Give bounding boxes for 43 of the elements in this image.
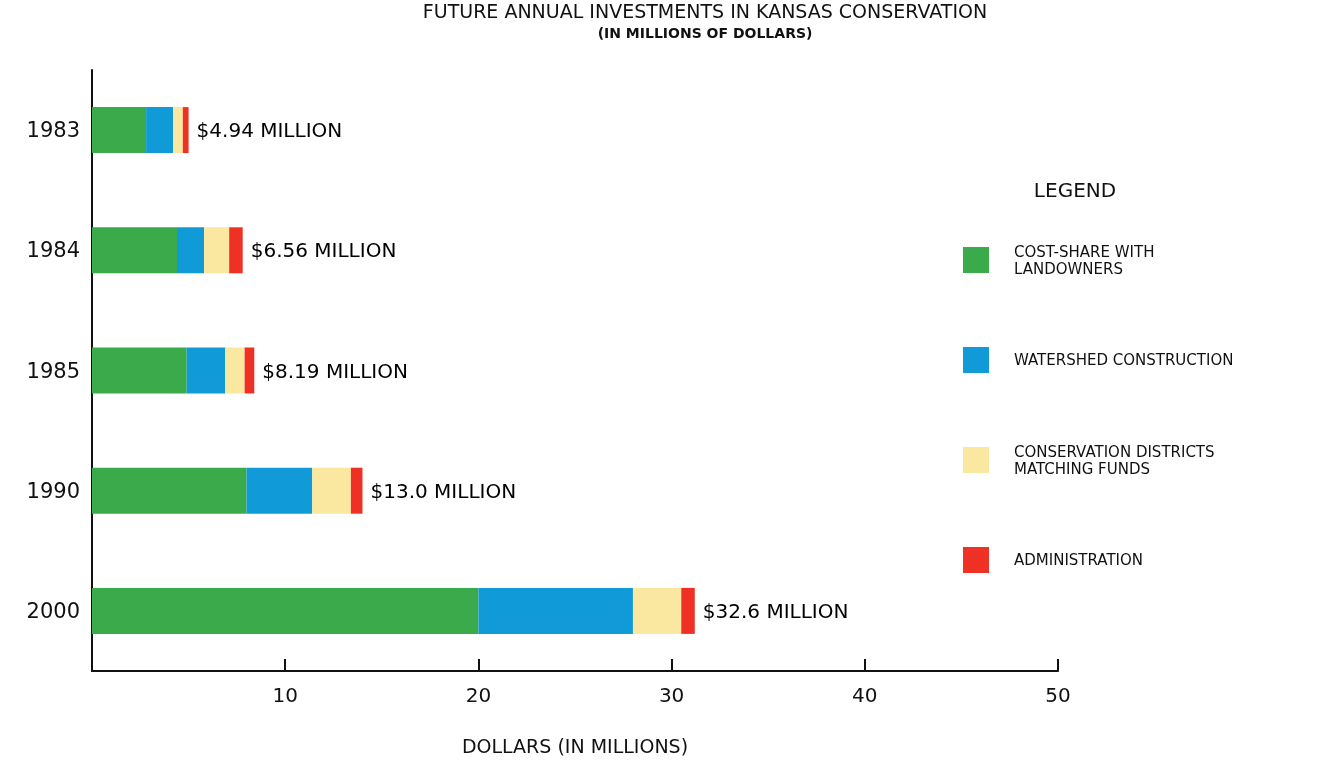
bar [92, 227, 178, 274]
bar [92, 107, 147, 154]
x-axis-title: DOLLARS (IN MILLIONS) [461, 734, 689, 757]
legend-title: LEGEND [1033, 178, 1117, 202]
legend-label: ADMINISTRATION [1014, 551, 1144, 569]
bar [182, 107, 189, 154]
bar [92, 587, 479, 634]
annotation: $6.56 MILLION [250, 238, 397, 263]
annotation: $32.6 MILLION [702, 598, 849, 623]
y-tick-label: 2000 [26, 598, 80, 623]
x-tick-label: 10 [272, 683, 298, 707]
x-tick-label: 50 [1045, 683, 1071, 707]
bar [229, 227, 243, 274]
annotation: $8.19 MILLION [262, 358, 408, 383]
x-tick-label: 40 [852, 683, 878, 707]
bar [681, 587, 695, 634]
legend-label: COST-SHARE WITH LANDOWNERS [1014, 242, 1160, 278]
bar [225, 347, 245, 394]
annotation: $13.0 MILLION [370, 478, 517, 503]
annotation: $4.94 MILLION [196, 118, 343, 143]
y-tick-label: 1984 [26, 238, 80, 263]
y-tick-label: 1990 [26, 478, 80, 503]
x-tick-label: 20 [465, 683, 492, 707]
bar [186, 347, 226, 394]
bar [92, 347, 187, 394]
bar [204, 227, 230, 274]
y-tick-label: 1983 [26, 118, 80, 143]
chart-title: FUTURE ANNUAL INVESTMENTS IN KANSAS CONSERVATION [422, 0, 988, 22]
y-tick-label: 1985 [26, 358, 80, 383]
bar [177, 227, 205, 274]
bar [92, 467, 247, 514]
x-tick-label: 30 [658, 683, 685, 707]
bar [478, 587, 633, 634]
bar [632, 587, 682, 634]
bar [244, 347, 255, 394]
bar [312, 467, 351, 514]
chart-subtitle: (IN MILLIONS OF DOLLARS) [597, 25, 813, 41]
bar [350, 467, 363, 514]
bar [146, 107, 174, 154]
bar [246, 467, 313, 514]
bar [173, 107, 183, 154]
legend-label: CONSERVATION DISTRICTS MATCHING FUNDS [1014, 442, 1220, 478]
legend-label: WATERSHED CONSTRUCTION [1014, 351, 1234, 369]
